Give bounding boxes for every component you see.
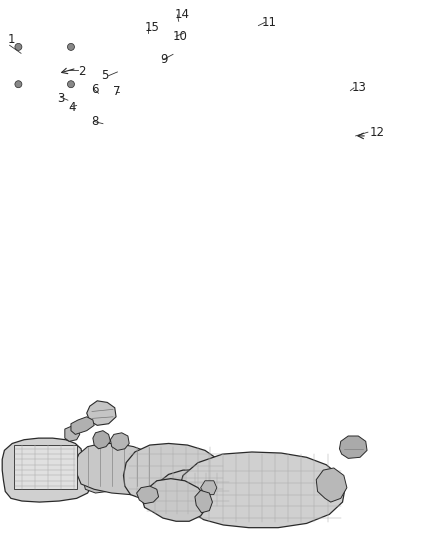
Text: 7: 7 xyxy=(113,85,120,98)
Text: 4: 4 xyxy=(68,101,75,114)
Polygon shape xyxy=(2,438,92,502)
Text: 2: 2 xyxy=(78,66,85,78)
Text: 12: 12 xyxy=(370,126,385,139)
Text: 10: 10 xyxy=(173,30,188,43)
Text: 6: 6 xyxy=(91,83,99,96)
Circle shape xyxy=(15,43,22,51)
Text: 14: 14 xyxy=(174,9,189,21)
Polygon shape xyxy=(201,481,217,495)
Circle shape xyxy=(15,80,22,88)
Polygon shape xyxy=(179,452,345,528)
Polygon shape xyxy=(110,433,129,450)
Polygon shape xyxy=(195,490,212,513)
Text: 9: 9 xyxy=(160,53,167,66)
Circle shape xyxy=(67,43,74,51)
Text: 5: 5 xyxy=(102,69,109,82)
Text: 3: 3 xyxy=(57,92,64,105)
Text: 11: 11 xyxy=(262,16,277,29)
Polygon shape xyxy=(124,443,227,504)
Text: 13: 13 xyxy=(351,82,366,94)
Polygon shape xyxy=(316,468,347,502)
Polygon shape xyxy=(71,417,94,434)
Text: 15: 15 xyxy=(145,21,159,34)
Polygon shape xyxy=(75,443,169,495)
Polygon shape xyxy=(65,426,80,441)
Polygon shape xyxy=(93,431,110,449)
Text: 1: 1 xyxy=(8,34,15,46)
Polygon shape xyxy=(339,436,367,458)
Polygon shape xyxy=(83,468,113,493)
Text: 8: 8 xyxy=(91,115,99,128)
Circle shape xyxy=(67,80,74,88)
Polygon shape xyxy=(142,479,207,521)
Polygon shape xyxy=(137,486,159,504)
Polygon shape xyxy=(14,445,77,489)
Polygon shape xyxy=(155,470,231,513)
Polygon shape xyxy=(87,401,116,425)
